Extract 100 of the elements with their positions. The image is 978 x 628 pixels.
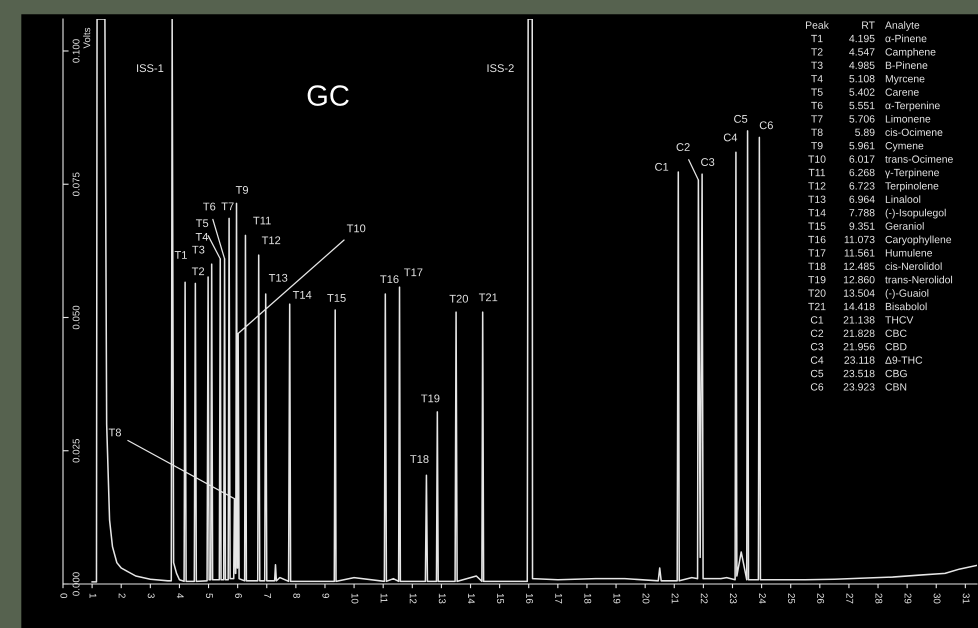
annotation: T19 — [808, 276, 826, 284]
annotation: 6.723 — [849, 182, 875, 190]
annotation: C2 — [676, 143, 690, 152]
x-tick-label: 19 — [613, 594, 620, 604]
annotation: Δ9-THC — [885, 356, 922, 364]
annotation: T15 — [808, 222, 826, 230]
annotation: 5.89 — [855, 128, 875, 136]
annotation: T9 — [236, 186, 248, 194]
x-tick-label: 14 — [468, 594, 475, 604]
annotation: RT — [862, 22, 875, 29]
annotation: Carene — [886, 88, 919, 96]
annotation: 4.547 — [849, 48, 874, 56]
annotation: 11.561 — [844, 249, 874, 257]
x-tick-label: 6 — [235, 594, 242, 598]
annotation: T7 — [811, 115, 823, 122]
x-tick-label: 22 — [700, 594, 708, 604]
annotation: 5.961 — [849, 142, 874, 150]
annotation: C5 — [734, 114, 748, 123]
annotation: T4 — [811, 75, 823, 82]
annotation: Camphene — [886, 48, 936, 58]
annotation: T2 — [811, 48, 823, 56]
x-tick-label: 11 — [380, 594, 388, 603]
annotation: Geraniol — [886, 222, 924, 230]
annotation: T21 — [478, 293, 498, 302]
annotation: 12.860 — [844, 276, 875, 284]
x-tick-label: 27 — [846, 594, 854, 604]
annotation: T14 — [292, 291, 312, 299]
annotation: Caryophyllene — [886, 236, 952, 246]
annotation: trans-Nerolidol — [885, 276, 952, 284]
annotation: 13.504 — [844, 289, 875, 297]
annotation: 5.402 — [849, 88, 874, 96]
annotation: T17 — [404, 268, 422, 276]
annotation: T9 — [811, 142, 823, 150]
annotation: C1 — [810, 316, 824, 324]
annotation: T1 — [174, 251, 187, 259]
annotation: α-Terpenine — [885, 102, 940, 112]
x-tick-label: 25 — [788, 594, 795, 604]
annotation: Bisabolol — [886, 302, 927, 310]
x-tick-label: 3 — [148, 593, 155, 598]
annotation: T1 — [811, 34, 823, 42]
annotation: 21.956 — [844, 343, 875, 350]
x-tick-label: 20 — [642, 594, 650, 604]
x-tick-label: 10 — [351, 594, 358, 604]
annotation: 6.268 — [849, 168, 875, 176]
annotation: T5 — [811, 88, 823, 96]
annotation: T3 — [192, 246, 204, 254]
annotation: C5 — [810, 370, 824, 378]
annotation: C2 — [810, 330, 824, 337]
annotation: 4.195 — [849, 34, 875, 42]
annotation: 5.706 — [849, 115, 875, 123]
annotation: 23.118 — [844, 356, 875, 364]
annotation: C4 — [724, 133, 738, 142]
x-tick-label: 15 — [497, 594, 504, 604]
annotation: T11 — [808, 168, 826, 176]
annotation: T10 — [808, 155, 826, 163]
annotation: Terpinolene — [885, 182, 938, 192]
x-tick-label: 18 — [584, 594, 592, 604]
x-tick-label: 12 — [410, 594, 417, 604]
x-tick-label: 7 — [264, 594, 271, 598]
annotation: C3 — [810, 343, 824, 350]
annotation: C4 — [810, 356, 824, 364]
annotation: T7 — [221, 202, 234, 210]
annotation: T15 — [327, 294, 346, 302]
annotation: 21.828 — [844, 330, 875, 337]
annotation: 6.017 — [849, 155, 874, 163]
annotation: C3 — [701, 158, 714, 166]
x-tick-label: 23 — [730, 594, 737, 604]
annotation: T16 — [808, 236, 826, 244]
x-tick-label: 31 — [962, 593, 970, 604]
annotation: CBC — [886, 330, 907, 337]
annotation: T3 — [811, 62, 823, 69]
annotation: T4 — [196, 233, 208, 241]
annotation: T10 — [346, 224, 366, 232]
annotation: 5.108 — [849, 75, 875, 82]
annotation: 6.964 — [849, 196, 875, 203]
x-tick-label: 2 — [118, 594, 126, 598]
annotation: cis-Nerolidol — [885, 262, 942, 270]
annotation: B-Pinene — [886, 61, 928, 69]
annotation: γ-Terpinene — [885, 168, 939, 178]
annotation: C6 — [810, 383, 824, 391]
annotation: CBN — [886, 383, 906, 391]
annotation: 12.485 — [844, 262, 875, 270]
y-axis-title: Volts — [83, 28, 90, 49]
y-tick-label: 0.075 — [72, 172, 80, 196]
annotation: CBD — [886, 343, 906, 350]
annotation: Peak — [806, 21, 829, 29]
x-tick-label: 24 — [759, 594, 766, 604]
annotation: Cymene — [886, 142, 924, 152]
x-tick-label: 9 — [322, 593, 330, 598]
x-tick-label: 1 — [90, 594, 96, 598]
annotation: Analyte — [885, 21, 920, 31]
annotation: T8 — [108, 428, 122, 436]
annotation: 23.923 — [844, 383, 875, 391]
x-tick-label: 0 — [60, 593, 68, 598]
annotation: trans-Ocimene — [885, 155, 953, 163]
x-tick-label: 4 — [176, 593, 184, 598]
x-tick-label: 8 — [293, 593, 300, 598]
x-tick-label: 30 — [934, 593, 941, 604]
annotation: 23.518 — [844, 370, 875, 378]
annotation: CBG — [886, 370, 907, 378]
